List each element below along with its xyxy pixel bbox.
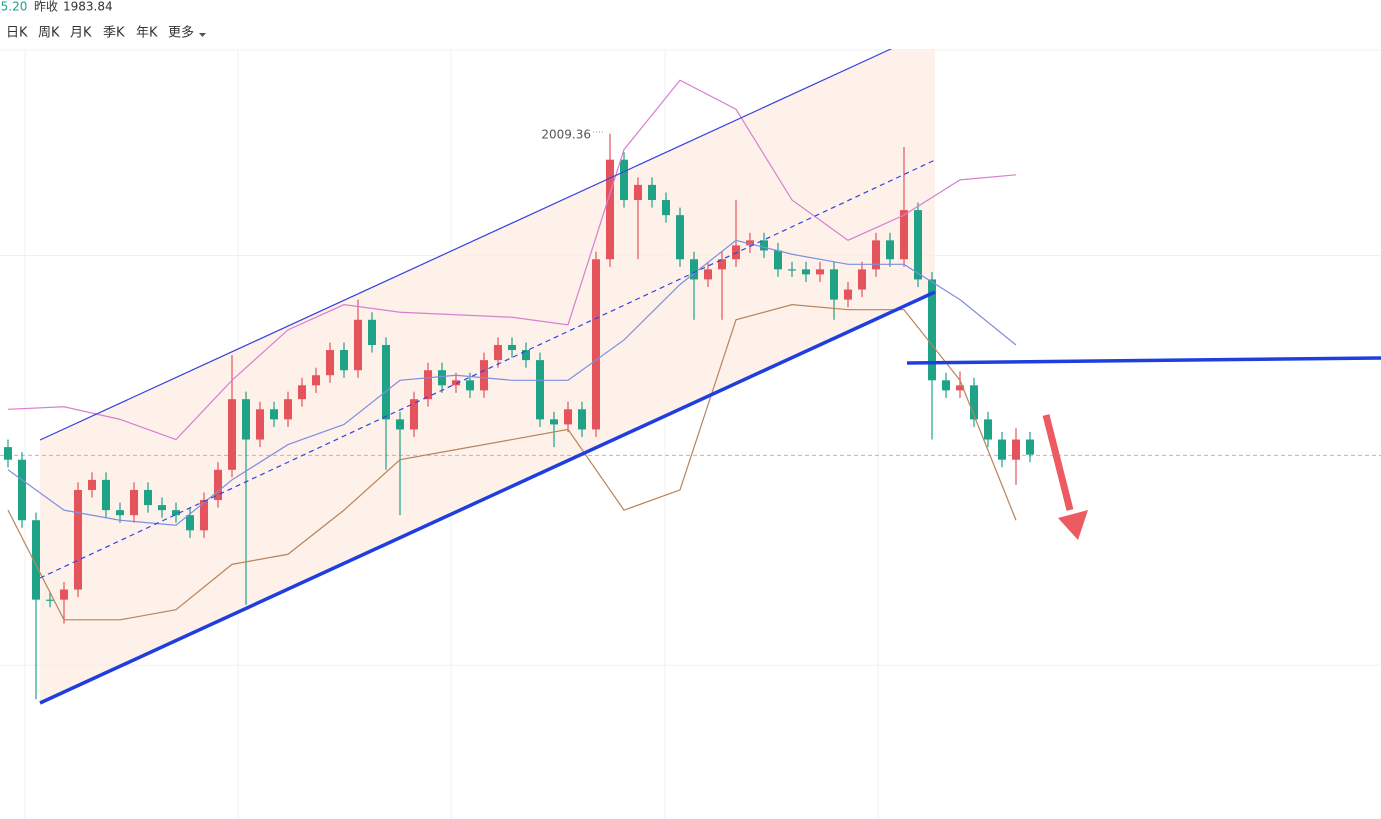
candle-body [186,515,194,531]
period-tab[interactable]: 年K [136,26,158,41]
candle-body [18,459,26,521]
candle-body [32,520,40,600]
candle-body [676,215,684,260]
arrow-shaft [1042,414,1074,511]
channel-mid [39,159,936,579]
candle-body [74,489,82,590]
candle-body [746,240,754,246]
candle-body [242,399,250,440]
candle-body [256,409,264,440]
header-bg [0,0,1381,49]
candle-body [88,479,96,490]
candle-body [858,269,866,290]
candle-body [760,240,768,251]
candle-body [564,409,572,425]
candle-body [228,399,236,470]
candle-body [942,380,950,391]
bollinger-band [7,304,1017,621]
candle-body [438,370,446,386]
candle-body [816,269,824,275]
candle-body [844,289,852,300]
more-caret [199,33,206,37]
candle-body [158,505,166,511]
candle-body [578,409,586,430]
candle-body [130,489,138,516]
candle-body [998,439,1006,460]
period-tab[interactable]: 季K [103,26,125,41]
candle-body [1012,439,1020,460]
candle-body [116,510,124,516]
candle-body [900,210,908,260]
candle-body [886,240,894,260]
down-arrow [1042,414,1088,540]
candle-body [396,419,404,430]
candle-body [354,319,362,371]
candle-body [424,370,432,400]
tabs: 日K 周K 月K 季K 年K 更多 [6,25,206,41]
arrow-head [1058,510,1088,540]
period-tab[interactable]: 日K [6,26,28,41]
candle-body [494,344,502,361]
candle-body [340,350,348,371]
candle-body [466,380,474,391]
candle-body [508,344,516,351]
candle-body [1026,439,1034,455]
candle-body [914,210,922,280]
candle-body [312,375,320,386]
candle-body [802,269,810,275]
candle-body [522,350,530,361]
channel-lower [39,290,936,705]
candle-body [788,269,796,271]
candle-body [46,599,54,601]
candle-body [662,200,670,216]
candle-body [536,360,544,420]
bollinger-band [7,239,1017,526]
candle-body [410,399,418,430]
candle-body [592,259,600,430]
candle-body [550,419,558,425]
candle-body [718,259,726,270]
candle-body [200,500,208,531]
candle-body [928,279,936,381]
channel-upper [39,47,894,441]
period-tab[interactable]: 更多 [168,25,194,41]
candle-body [452,380,460,386]
candle-body [648,184,656,201]
candle-body [368,319,376,345]
candle-body [704,269,712,280]
prev-close-label: 昨收 [34,0,58,14]
candle-body [690,259,698,280]
candle-body [830,269,838,300]
last-price: 75.20 [0,0,27,14]
candle-body [872,240,880,270]
candle-body [634,184,642,201]
candle-body [956,385,964,391]
candle-body [774,250,782,270]
candle-body [102,479,110,511]
candle-body [214,469,222,501]
period-tab[interactable]: 月K [70,26,92,41]
high-label: 2009.36 [541,128,591,142]
candle-body [480,360,488,391]
candle-body [4,447,12,460]
period-tab[interactable]: 周K [38,26,60,41]
bollinger-band [7,79,1017,441]
candle-body [984,419,992,440]
candle-body [284,399,292,420]
candle-body [970,385,978,420]
candle-body [382,344,390,420]
candle-body [620,159,628,201]
prev-close-value: 1983.84 [63,0,113,14]
candle-body [60,589,68,600]
candle-body [144,489,152,506]
candle-body [606,159,614,260]
candle-body [326,350,334,376]
support-line [906,356,1381,365]
candle-body [172,510,180,516]
plot [0,79,1381,700]
candle-body [270,409,278,420]
candle-body [298,385,306,400]
